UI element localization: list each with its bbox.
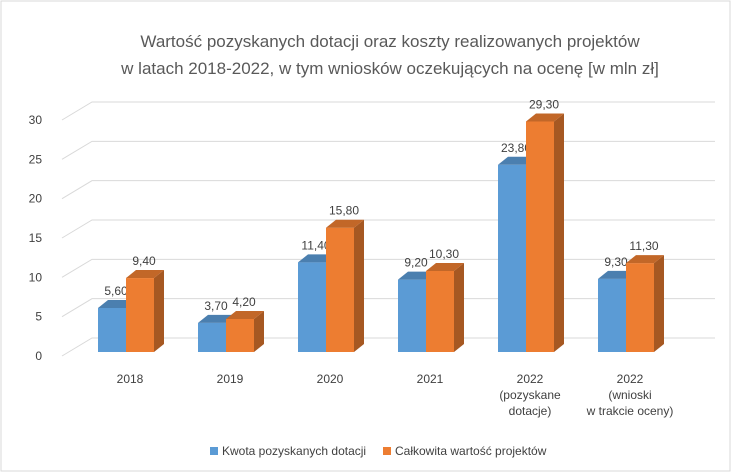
bar-side [454, 262, 464, 352]
bar [98, 307, 126, 352]
bar [198, 322, 226, 352]
legend-label: Całkowita wartość projektów [395, 444, 547, 458]
bar [226, 318, 254, 352]
bar [426, 270, 454, 352]
value-label: 9,30 [604, 255, 628, 269]
bar-side [254, 310, 264, 352]
bar-top [626, 255, 664, 264]
x-tick-label: 2021 [416, 372, 444, 386]
y-tick-label: 10 [29, 270, 43, 284]
bar [526, 121, 554, 352]
bar [498, 164, 526, 352]
value-label: 23,80 [501, 141, 531, 155]
value-label: 3,70 [204, 299, 228, 313]
bar-top [426, 262, 464, 271]
chart-title: Wartość pozyskanych dotacji oraz koszty … [121, 32, 659, 78]
bar-top [126, 270, 164, 279]
bar-top [326, 219, 364, 228]
value-label: 11,40 [301, 238, 330, 252]
value-label: 11,30 [629, 239, 658, 253]
grid-line [61, 219, 715, 239]
y-tick-label: 30 [29, 113, 43, 127]
legend-swatch [383, 447, 391, 455]
bar-side [154, 270, 164, 352]
x-tick-label: 2019 [216, 372, 244, 386]
value-label: 5,60 [104, 284, 128, 298]
value-label: 9,40 [132, 254, 156, 268]
bar-top [526, 113, 564, 122]
grid-line [61, 140, 715, 160]
x-tick-label: 2018 [116, 372, 144, 386]
bar [598, 278, 626, 352]
bar [626, 263, 654, 352]
value-label: 10,30 [429, 247, 459, 261]
legend-swatch [210, 447, 218, 455]
x-tick-label: 2020 [316, 372, 344, 386]
y-tick-label: 15 [29, 231, 43, 245]
bar-side [354, 219, 364, 352]
y-tick-label: 5 [35, 310, 42, 324]
value-label: 9,20 [404, 256, 428, 270]
bar [298, 262, 326, 352]
x-tick-label: 2022 (wnioski w trakcie oceny) [586, 372, 674, 418]
bar [126, 278, 154, 352]
legend-label: Kwota pozyskanych dotacji [222, 444, 366, 458]
y-tick-label: 0 [35, 349, 42, 363]
y-tick-label: 25 [29, 152, 43, 166]
bar [398, 279, 426, 352]
value-label: 15,80 [329, 204, 359, 218]
bar-side [554, 113, 564, 352]
value-label: 29,30 [529, 98, 559, 112]
y-tick-label: 20 [29, 192, 43, 206]
bar-top [226, 310, 264, 319]
value-label: 4,20 [232, 295, 256, 309]
grid-line [61, 180, 715, 200]
bar-side [654, 255, 664, 352]
x-tick-label: 2022 (pozyskane dotacje) [499, 372, 561, 418]
grid-line [61, 101, 715, 121]
bar [326, 227, 354, 352]
